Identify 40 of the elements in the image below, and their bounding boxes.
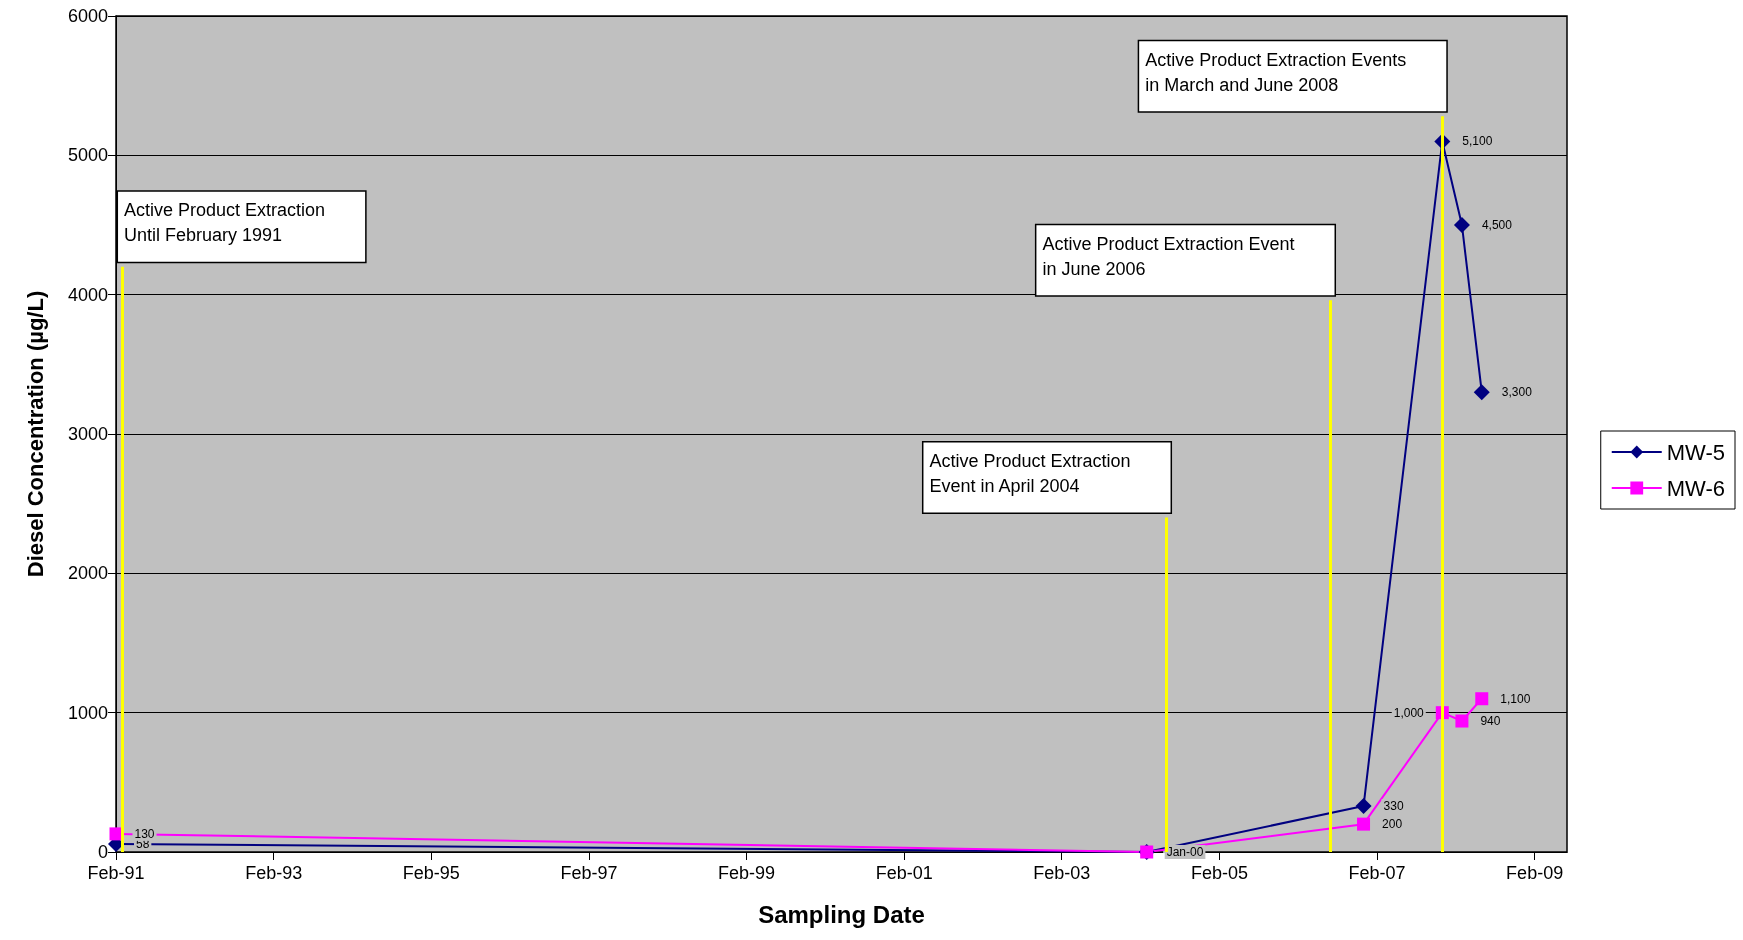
data-label: Jan-00 — [1166, 845, 1204, 859]
point — [1475, 692, 1489, 706]
x-tick-label: Feb-07 — [1348, 863, 1406, 883]
y-axis-title: Diesel Concentration (µg/L) — [22, 290, 48, 578]
ref-line-label: Active Product Extraction Event in April 2004 — [929, 451, 1131, 497]
x-tick-label: Feb-93 — [245, 863, 303, 883]
data-label: 5,100 — [1462, 134, 1493, 149]
legend-label: MW-6 — [1666, 475, 1726, 501]
legend-label: MW-5 — [1666, 439, 1726, 465]
y-tick-label: 2000 — [67, 563, 108, 584]
x-tick-label: Feb-05 — [1190, 863, 1248, 883]
data-label: 940 — [1480, 714, 1501, 729]
point — [1355, 798, 1372, 815]
point — [1357, 817, 1371, 831]
data-label: 4,500 — [1481, 218, 1513, 232]
y-tick-label: 1000 — [67, 702, 108, 723]
data-label: 200 — [1382, 817, 1403, 832]
x-tick-label: Feb-91 — [87, 863, 145, 883]
x-tick-label: Feb-09 — [1506, 863, 1564, 883]
point — [1455, 714, 1469, 728]
data-label: 3,300 — [1501, 385, 1533, 400]
data-label: 1,000 — [1393, 705, 1425, 720]
x-tick-label: Feb-97 — [560, 863, 618, 883]
x-axis-title: Sampling Date — [758, 900, 925, 928]
ref-line-label: Active Product Extraction Event in June 2006 — [1042, 233, 1295, 279]
data-label: 1,100 — [1500, 691, 1531, 706]
point — [1453, 217, 1470, 233]
x-tick-label: Feb-01 — [875, 863, 933, 883]
data-label: 330 — [1383, 799, 1404, 814]
y-tick-label: 5000 — [67, 145, 108, 166]
y-tick-label: 0 — [97, 842, 108, 862]
x-tick-label: Feb-03 — [1033, 863, 1091, 883]
x-tick-label: Feb-99 — [717, 863, 775, 883]
y-tick-label: 3000 — [67, 424, 108, 444]
point — [1473, 384, 1490, 401]
ref-line-label: Active Product Extraction Until February 1991 — [124, 200, 326, 246]
x-tick-label: Feb-95 — [402, 863, 460, 883]
y-tick-label: 6000 — [67, 6, 108, 26]
ref-line-label: Active Product Extraction Events in March and June 2008 — [1145, 49, 1407, 95]
y-tick-label: 4000 — [67, 284, 108, 305]
